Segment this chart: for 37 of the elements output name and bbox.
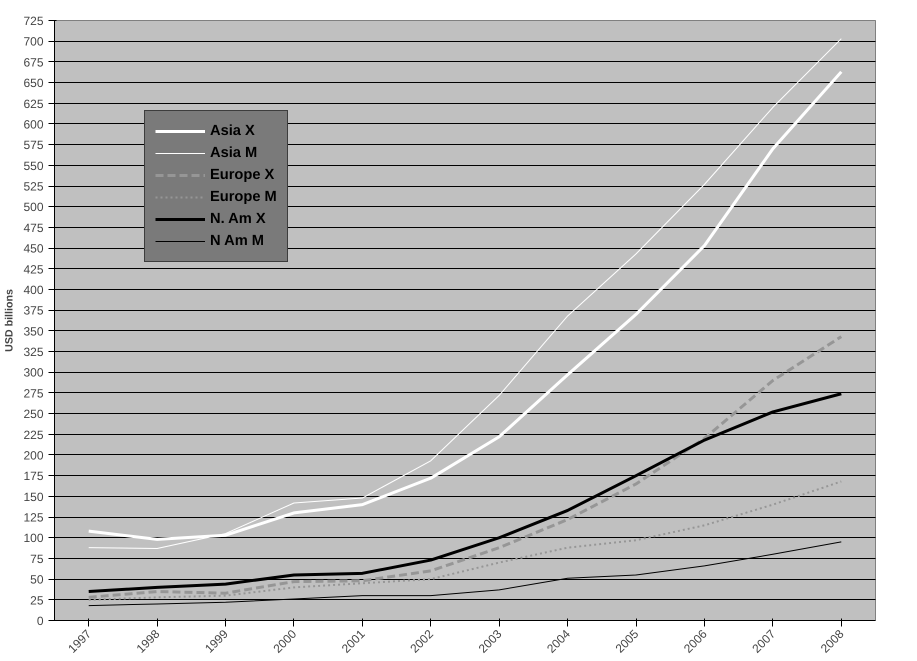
y-tick-label: 600 [23, 117, 44, 132]
y-tick-label: 50 [30, 572, 44, 587]
y-tick-label: 425 [23, 262, 44, 276]
y-tick-label: 25 [30, 593, 44, 608]
y-tick-label: 175 [23, 469, 44, 484]
y-tick-label: 325 [23, 345, 44, 360]
y-tick-label: 275 [23, 386, 44, 400]
y-tick-label: 700 [23, 34, 44, 49]
y-tick-label: 550 [23, 158, 44, 173]
y-tick-label: 150 [23, 490, 44, 504]
y-tick-label: 225 [23, 428, 44, 442]
y-tick-label: 500 [23, 200, 44, 214]
y-tick-label: 525 [23, 180, 44, 194]
legend-label: N Am M [210, 233, 264, 249]
legend-label: Europe X [210, 167, 274, 183]
y-tick-label: 675 [23, 55, 44, 70]
y-tick-label: 475 [23, 220, 44, 235]
y-tick-label: 575 [23, 138, 44, 152]
y-tick-label: 300 [23, 366, 44, 380]
legend-label: Europe M [210, 189, 277, 205]
y-tick-label: 375 [23, 304, 44, 318]
y-tick-label: 125 [23, 510, 44, 525]
y-tick-label: 0 [36, 614, 44, 628]
y-tick-label: 650 [23, 76, 44, 90]
y-tick-label: 625 [23, 96, 44, 111]
y-tick-label: 200 [23, 448, 44, 462]
legend-label: N. Am X [210, 211, 266, 227]
y-tick-label: 75 [30, 552, 44, 566]
y-tick-label: 725 [23, 14, 44, 28]
y-tick-label: 450 [23, 242, 44, 256]
y-axis-title: USD billions [3, 289, 16, 352]
legend-label: Asia X [210, 123, 255, 139]
y-tick-label: 400 [23, 282, 44, 297]
y-tick-label: 350 [23, 324, 44, 338]
y-tick-label: 250 [23, 407, 44, 422]
y-tick-label: 100 [23, 531, 44, 546]
legend-label: Asia M [210, 145, 258, 161]
